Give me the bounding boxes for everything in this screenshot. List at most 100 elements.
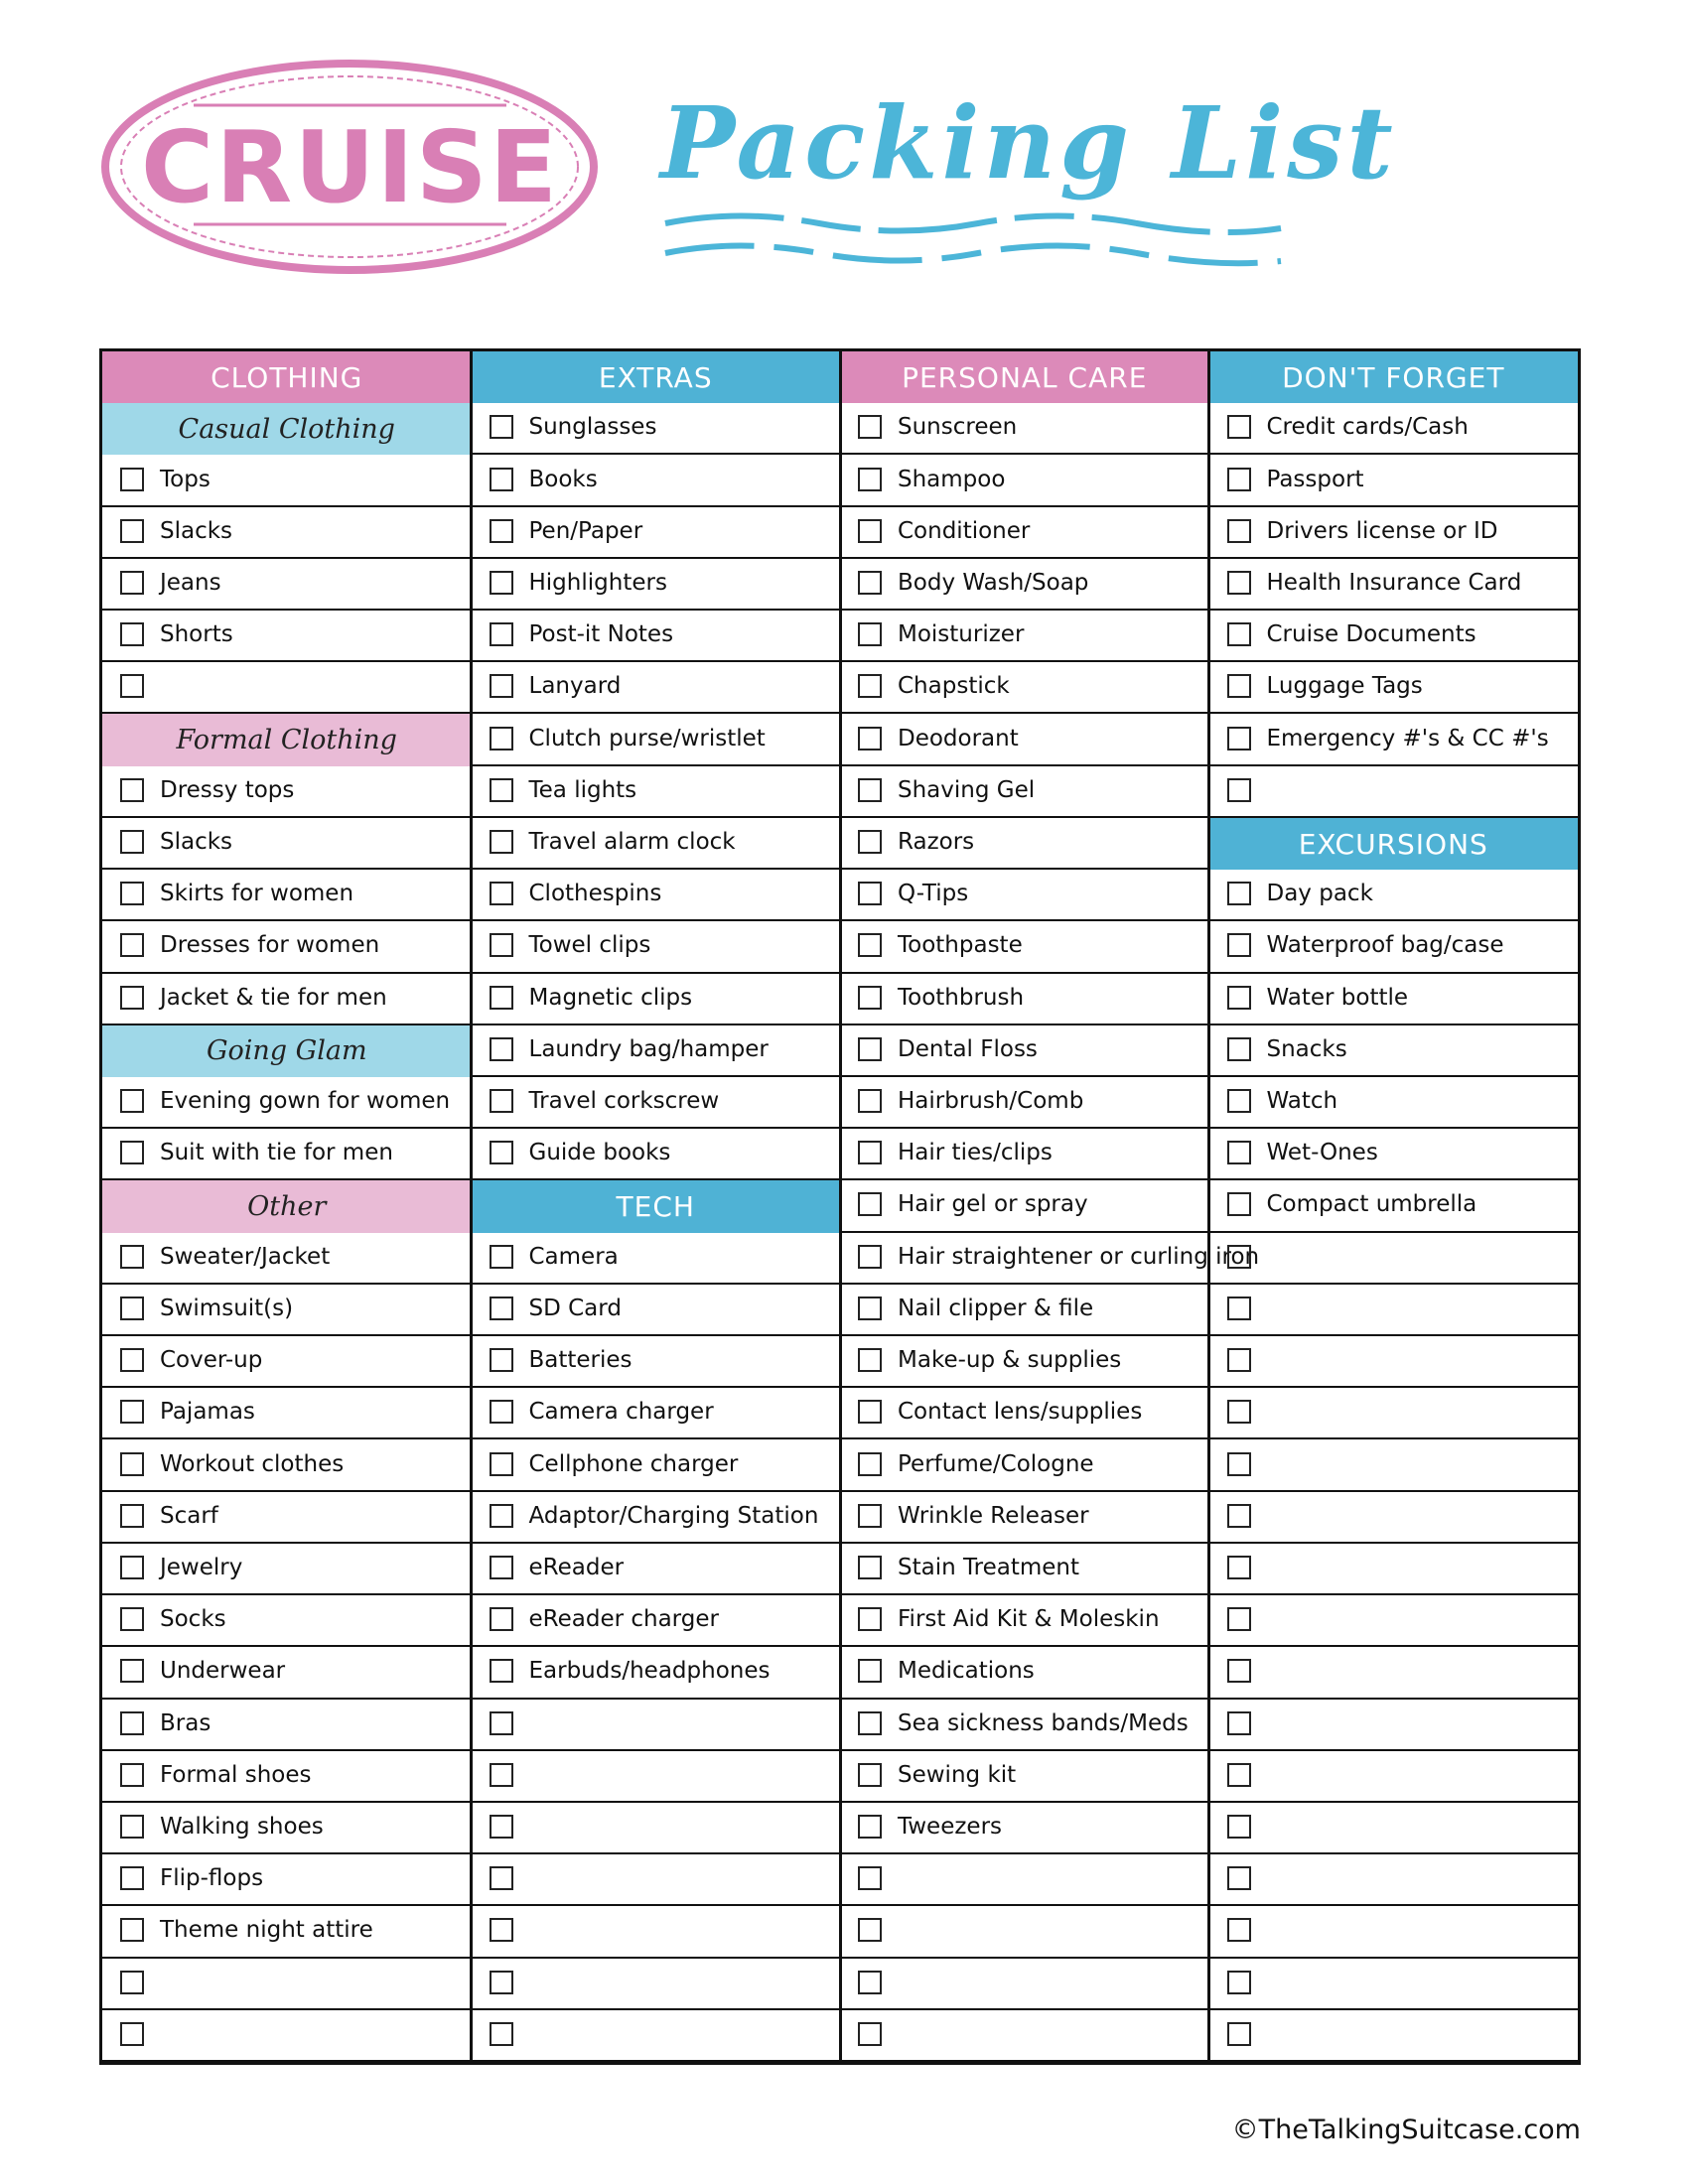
checkbox (1226, 518, 1251, 543)
checkbox (489, 2021, 513, 2046)
item-row: Pen/Paper (471, 507, 840, 559)
item-row (471, 1959, 840, 2010)
item-label: Sewing kit (898, 1761, 1017, 1788)
item-row: Deodorant (840, 714, 1209, 766)
footer: ©TheTalkingSuitcase.com (1231, 2115, 1581, 2145)
item-label: Drivers license or ID (1266, 517, 1498, 544)
item-row (1208, 2010, 1578, 2062)
item-label: eReader (528, 1554, 625, 1580)
checkbox (489, 1815, 513, 1840)
checkbox (1226, 777, 1251, 802)
checkbox (1226, 1089, 1251, 1114)
item-row: Theme night attire (102, 1906, 472, 1959)
checkbox (1226, 1192, 1251, 1217)
item-label: Cruise Documents (1266, 621, 1477, 648)
item-label: Shaving Gel (898, 776, 1036, 803)
checkbox (120, 985, 144, 1010)
checkbox (858, 1400, 882, 1425)
item-row: Toothpaste (840, 921, 1209, 974)
item-row (1208, 1439, 1578, 1492)
item-label: Perfume/Cologne (898, 1450, 1094, 1477)
item-row: Contact lens/supplies (840, 1388, 1209, 1440)
item-label: Swimsuit(s) (160, 1295, 294, 1321)
checkbox (489, 985, 513, 1010)
item-row (471, 1854, 840, 1907)
checkbox (1226, 1762, 1251, 1787)
item-label: Jeans (160, 569, 221, 596)
item-label: Waterproof bag/case (1266, 932, 1504, 959)
item-row: Skirts for women (102, 870, 472, 922)
item-label: Toothpaste (898, 932, 1023, 959)
item-row: Jacket & tie for men (102, 974, 472, 1025)
item-row (102, 2010, 472, 2062)
item-row: Passport (1208, 455, 1578, 507)
item-row (1208, 1751, 1578, 1803)
item-label: Walking shoes (160, 1814, 324, 1841)
checkbox (489, 1141, 513, 1165)
item-row: Socks (102, 1595, 472, 1648)
checkbox (120, 882, 144, 906)
item-label: Emergency #'s & CC #'s (1266, 725, 1549, 751)
item-row: Hair straightener or curling iron (840, 1233, 1259, 1285)
item-row: Emergency #'s & CC #'s (1208, 714, 1578, 766)
checkbox (489, 1348, 513, 1373)
item-row: Laundry bag/hamper (471, 1025, 840, 1077)
checkbox (858, 1089, 882, 1114)
item-label: Pen/Paper (528, 517, 643, 544)
item-label: Earbuds/headphones (528, 1658, 771, 1685)
checkbox (1226, 1036, 1251, 1061)
checkbox (120, 1918, 144, 1943)
item-label: Sunscreen (898, 414, 1018, 441)
item-row (471, 1700, 840, 1751)
checkbox (858, 1244, 882, 1269)
item-label: Lanyard (528, 673, 622, 700)
item-label: Highlighters (528, 569, 667, 596)
item-label: Hairbrush/Comb (898, 1088, 1084, 1115)
item-row: Hair gel or spray (840, 1180, 1209, 1233)
checkbox (489, 1244, 513, 1269)
checkbox (489, 622, 513, 647)
checkbox (1226, 467, 1251, 491)
item-label: eReader charger (528, 1606, 719, 1633)
checkbox (120, 467, 144, 491)
item-label: Guide books (528, 1140, 671, 1166)
item-row: Tea lights (471, 766, 840, 818)
item-label: Sweater/Jacket (160, 1243, 331, 1270)
item-row: Drivers license or ID (1208, 507, 1578, 559)
item-row: Flip-flops (102, 1854, 472, 1907)
checkbox (120, 1400, 144, 1425)
item-label: Workout clothes (160, 1450, 345, 1477)
checkbox (120, 518, 144, 543)
item-row: Cover-up (102, 1336, 472, 1389)
checkbox (120, 1089, 144, 1114)
item-row: Stain Treatment (840, 1544, 1209, 1596)
item-label: Slacks (160, 829, 233, 855)
checklist-table: CLOTHING Casual Clothing Tops Slacks Jeans Sh… (99, 348, 1581, 2065)
item-row: Day pack (1208, 870, 1578, 922)
checkbox (489, 674, 513, 699)
item-row: Dental Floss (840, 1025, 1209, 1077)
checkbox (120, 1348, 144, 1373)
checkbox (120, 570, 144, 595)
checkbox (120, 1815, 144, 1840)
item-row: Post-it Notes (471, 611, 840, 663)
checkbox (858, 1866, 882, 1891)
item-row: Pajamas (102, 1388, 472, 1440)
item-label: Laundry bag/hamper (528, 1035, 769, 1062)
checkbox (489, 1918, 513, 1943)
item-row: Highlighters (471, 559, 840, 612)
item-label: Post-it Notes (528, 621, 674, 648)
item-row: Workout clothes (102, 1439, 472, 1492)
item-row: Shorts (102, 611, 472, 663)
item-row: Wet-Ones (1208, 1129, 1578, 1181)
item-row (1208, 1285, 1578, 1337)
item-label: Hair gel or spray (898, 1191, 1088, 1218)
checkbox (120, 622, 144, 647)
checkbox (858, 1815, 882, 1840)
item-label: Shampoo (898, 466, 1006, 492)
item-row: Sunglasses (471, 403, 840, 456)
section-header: CLOTHING (102, 351, 472, 404)
column-divider (470, 351, 473, 2062)
item-row: Towel clips (471, 921, 840, 974)
item-label: Make-up & supplies (898, 1347, 1122, 1374)
